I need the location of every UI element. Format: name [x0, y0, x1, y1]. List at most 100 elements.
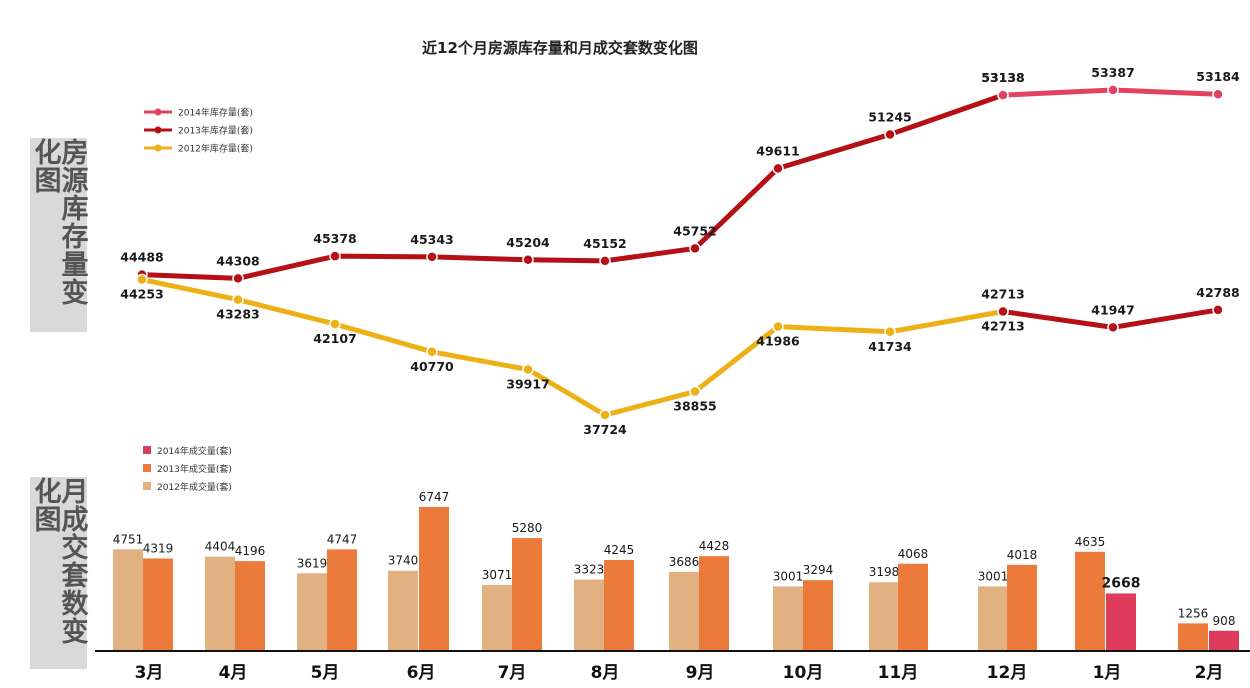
bar-b2013 — [803, 580, 833, 650]
bar-data-label: 3001 — [773, 569, 804, 583]
x-tick-label: 1月 — [1093, 663, 1122, 683]
bar-b2014 — [1209, 630, 1239, 650]
bar-b2012 — [205, 556, 235, 650]
line-data-label: 41947 — [1091, 302, 1135, 317]
legend-marker — [154, 108, 162, 116]
line-data-label: 45343 — [410, 232, 454, 247]
line-point — [689, 385, 701, 398]
line-data-label: 45152 — [583, 236, 627, 251]
line-point — [426, 346, 438, 358]
line-data-label: 44308 — [216, 253, 260, 268]
line-point — [689, 242, 701, 255]
bar-b2012 — [669, 571, 699, 650]
bar-data-label: 4319 — [143, 541, 174, 555]
bar-b2013 — [327, 549, 357, 650]
line-point — [884, 326, 896, 338]
bar-data-label: 4428 — [699, 539, 730, 553]
bar-data-label: 908 — [1213, 614, 1236, 628]
x-tick-label: 4月 — [219, 663, 248, 683]
bar-data-label: 3323 — [574, 563, 605, 577]
line-point — [997, 89, 1009, 101]
line-data-label: 43283 — [216, 307, 260, 322]
line-point — [1212, 304, 1224, 316]
line-data-label: 42713 — [981, 318, 1025, 333]
bar-b2013 — [898, 563, 928, 650]
legend-label: 2012年库存量(套) — [178, 143, 253, 155]
line-data-label: 38855 — [673, 399, 717, 414]
legend-label: 2014年成交量(套) — [157, 445, 232, 457]
inventory-side-label: 房源库存量变化图 — [30, 138, 88, 332]
bar-b2013 — [143, 558, 173, 650]
bar-b2013 — [512, 538, 542, 650]
line-point — [1107, 84, 1119, 96]
legend-marker — [154, 126, 162, 134]
bar-data-label: 4404 — [205, 540, 236, 554]
legend-label: 2014年库存量(套) — [178, 107, 253, 119]
line-point — [329, 250, 341, 262]
bar-data-label: 3619 — [297, 556, 328, 570]
line-data-label: 42107 — [313, 331, 357, 346]
line-data-label: 37724 — [583, 422, 627, 437]
x-tick-label: 2月 — [1195, 663, 1224, 683]
bar-b2014 — [1106, 593, 1136, 650]
line-point — [522, 254, 534, 266]
bar-b2012 — [773, 586, 803, 650]
bar-b2012 — [869, 582, 899, 650]
line-point — [426, 251, 438, 263]
bar-b2013 — [235, 561, 265, 650]
line-data-label: 51245 — [868, 109, 912, 124]
bar-b2013 — [1007, 564, 1037, 650]
bar-data-label: 5280 — [512, 521, 543, 535]
line-data-label: 42713 — [981, 286, 1025, 301]
line-data-label: 53184 — [1196, 69, 1240, 84]
line-data-label: 41986 — [756, 334, 800, 349]
line-point — [232, 293, 244, 306]
line-data-label: 41734 — [868, 339, 912, 354]
x-tick-label: 5月 — [311, 663, 340, 683]
bar-b2012 — [574, 579, 604, 650]
legend-label: 2013年成交量(套) — [157, 463, 232, 475]
legend-swatch — [143, 464, 151, 472]
bar-data-label: 3740 — [388, 554, 419, 568]
line-point — [599, 255, 611, 267]
x-tick-label: 8月 — [591, 663, 620, 683]
bar-b2012 — [113, 549, 143, 650]
line-data-label: 53387 — [1091, 65, 1135, 80]
line-point — [1212, 88, 1224, 100]
x-tick-label: 3月 — [135, 663, 164, 683]
x-tick-label: 7月 — [498, 663, 527, 683]
sales-side-label: 月成交套数变化图 — [30, 477, 88, 669]
bar-data-label: 3198 — [869, 565, 900, 579]
bar-data-label: 4245 — [604, 543, 635, 557]
bar-data-label: 4018 — [1007, 548, 1038, 562]
bar-data-label: 4068 — [898, 547, 929, 561]
x-tick-label: 9月 — [686, 663, 715, 683]
line-data-label: 49611 — [756, 143, 800, 158]
bar-b2012 — [297, 573, 327, 650]
bar-b2013 — [1075, 551, 1105, 650]
legend-label: 2013年库存量(套) — [178, 125, 253, 137]
x-tick-label: 10月 — [783, 663, 824, 683]
bar-data-label: 6747 — [419, 490, 450, 504]
legend-label: 2012年成交量(套) — [157, 481, 232, 493]
line-point — [1107, 321, 1119, 334]
bar-data-label: 4747 — [327, 532, 358, 546]
bar-b2012 — [482, 584, 512, 650]
bar-data-label: 2668 — [1102, 575, 1141, 591]
line-data-label: 40770 — [410, 359, 454, 374]
x-tick-label: 6月 — [407, 663, 436, 683]
inventory-line-chart: 44488 44308 45378 45343 45204 45152 45752 49611… — [120, 65, 1240, 437]
x-tick-label: 11月 — [878, 663, 919, 683]
line-point — [884, 128, 896, 141]
chart-title: 近12个月房源库存量和月成交套数变化图 — [422, 39, 698, 57]
legend-swatch — [143, 446, 151, 454]
line-point — [522, 363, 534, 376]
line-point — [599, 409, 611, 421]
line-point — [232, 272, 244, 285]
legend-swatch — [143, 482, 151, 490]
bar-b2013 — [419, 507, 449, 650]
x-tick-label: 12月 — [987, 663, 1028, 683]
line-data-label: 45378 — [313, 231, 357, 246]
line-series-s2013 — [139, 92, 1006, 281]
